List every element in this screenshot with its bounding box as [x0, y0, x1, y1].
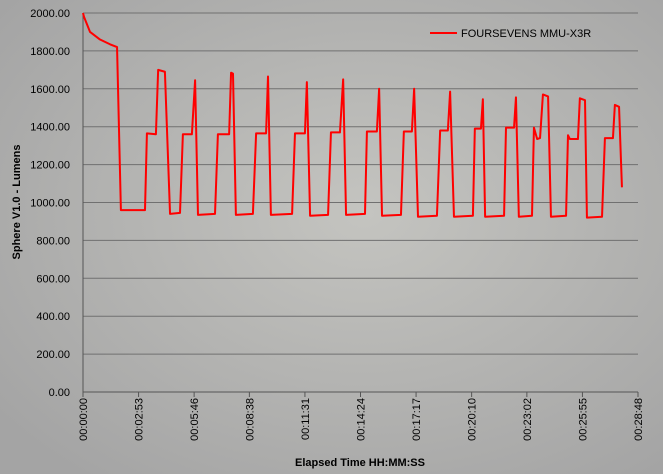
x-tick-label: 00:14:24 — [356, 398, 368, 441]
y-tick-label: 1800.00 — [30, 46, 70, 58]
y-tick-label: 1200.00 — [30, 160, 70, 172]
y-tick-label: 800.00 — [36, 235, 70, 247]
x-tick-label: 00:28:48 — [633, 398, 645, 441]
x-tick-label: 00:08:38 — [244, 398, 256, 441]
x-tick-label: 00:02:53 — [134, 398, 146, 441]
legend-label: FOURSEVENS MMU-X3R — [461, 28, 591, 40]
x-axis-title: Elapsed Time HH:MM:SS — [295, 457, 425, 469]
x-tick-label: 00:20:10 — [467, 398, 479, 441]
x-tick-label: 00:05:46 — [189, 398, 201, 441]
y-tick-label: 600.00 — [36, 273, 70, 285]
y-axis-title: Sphere V1.0 - Lumens — [11, 145, 23, 260]
x-tick-label: 00:25:55 — [577, 398, 589, 441]
y-tick-label: 0.00 — [49, 387, 70, 399]
y-tick-label: 1400.00 — [30, 122, 70, 134]
x-tick-label: 00:23:02 — [522, 398, 534, 441]
x-tick-label: 00:00:00 — [78, 398, 90, 441]
y-tick-label: 200.00 — [36, 349, 70, 361]
series-line — [82, 12, 623, 219]
y-tick-label: 1000.00 — [30, 198, 70, 210]
x-tick-label: 00:17:17 — [411, 398, 423, 441]
x-tick-label: 00:11:31 — [300, 398, 312, 440]
y-tick-label: 1600.00 — [30, 84, 70, 96]
y-tick-label: 400.00 — [36, 311, 70, 323]
y-tick-label: 2000.00 — [30, 8, 70, 20]
